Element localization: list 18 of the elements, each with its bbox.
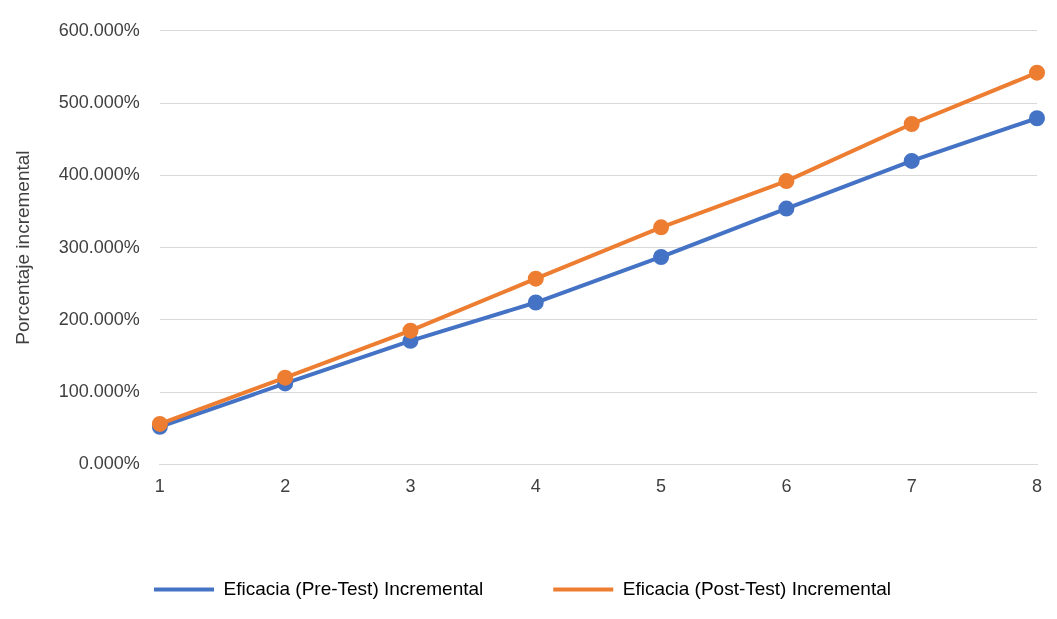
x-tick-label: 6	[781, 476, 792, 497]
x-tick-label: 2	[280, 476, 291, 497]
legend-label: Eficacia (Post-Test) Incremental	[622, 577, 891, 599]
x-tick-label: 5	[656, 476, 667, 497]
x-tick-label: 8	[1031, 476, 1043, 497]
y-tick-label: 300.000%	[58, 236, 140, 257]
x-tick-label: 4	[530, 476, 541, 497]
x-tick-label: 1	[154, 476, 165, 497]
legend-label: Eficacia (Pre-Test) Incremental	[223, 577, 484, 599]
x-tick-label: 3	[405, 476, 416, 497]
y-tick-label: 0.000%	[78, 453, 140, 474]
y-tick-label: 500.000%	[58, 92, 140, 113]
y-tick-label: 100.000%	[58, 381, 140, 402]
y-tick-label: 400.000%	[58, 164, 140, 185]
y-axis-title: Porcentaje incremental	[11, 150, 33, 345]
x-tick-label: 7	[906, 476, 917, 497]
y-tick-label: 600.000%	[58, 19, 140, 40]
y-tick-label: 200.000%	[58, 308, 140, 329]
